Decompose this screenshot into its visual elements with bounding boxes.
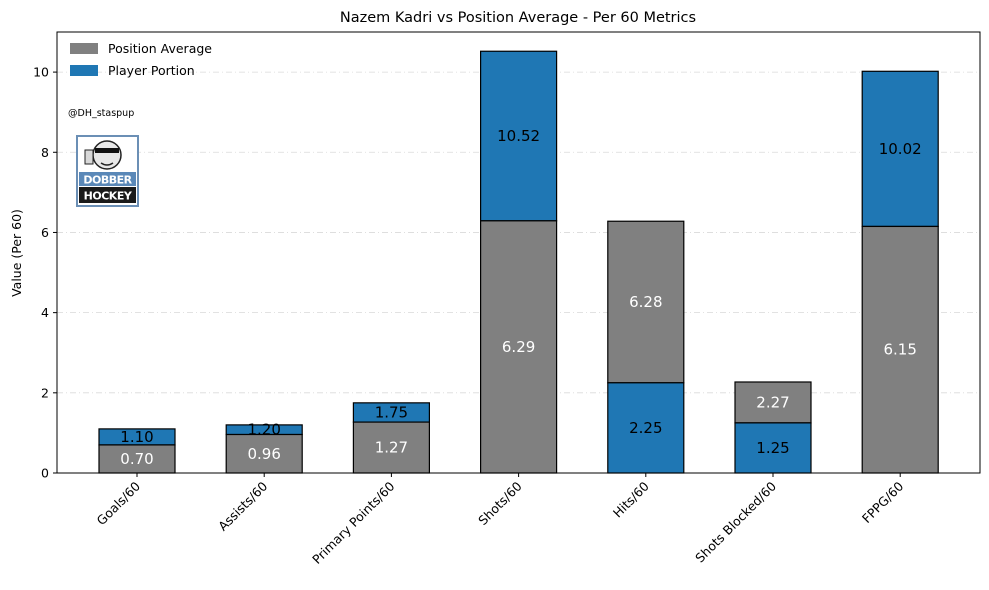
bar-position-average-2 (352, 421, 430, 474)
svg-text:DOBBER: DOBBER (83, 174, 132, 187)
x-tick-label: FPPG/60 (859, 478, 906, 525)
bars (98, 50, 939, 474)
x-axis: Goals/60 Assists/60 Primary Points/60 Shots… (94, 473, 906, 567)
bar-player-portion-4 (607, 382, 685, 474)
bar-player-portion-3 (480, 50, 558, 222)
data-label-position-average: 1.27 (375, 439, 408, 457)
legend-swatch-position-average (70, 43, 98, 54)
data-label-player: 10.02 (879, 140, 922, 158)
bar-position-average-0 (98, 444, 176, 474)
bar-position-average-1 (225, 433, 303, 474)
x-tick-label: Shots Blocked/60 (692, 478, 779, 565)
data-label-position-average: 6.15 (883, 341, 916, 359)
x-tick-label: Hits/60 (610, 478, 652, 520)
grid-lines (57, 71, 980, 394)
y-tick-label: 8 (41, 145, 49, 160)
y-tick-label: 10 (33, 65, 49, 80)
legend-label-player-portion: Player Portion (108, 63, 195, 78)
data-label-position-average: 0.70 (120, 450, 153, 468)
bar-position-average-4 (607, 220, 685, 384)
data-label-position-average: 6.29 (502, 338, 535, 356)
data-label-position-average: 6.28 (629, 293, 662, 311)
y-tick-label: 2 (41, 385, 49, 400)
x-tick-label: Goals/60 (94, 478, 144, 528)
data-label-player: 1.75 (375, 403, 408, 421)
bar-labels: 0.70 1.10 0.96 1.20 1.27 1.75 6.29 10.52 6.28 2.2… (120, 127, 921, 468)
data-label-player: 1.25 (756, 439, 789, 457)
legend-label-position-average: Position Average (108, 41, 212, 56)
data-label-position-average: 0.96 (247, 445, 280, 463)
data-label-player: 1.20 (247, 421, 280, 439)
data-label-player: 1.10 (120, 428, 153, 446)
legend: Position Average Player Portion (70, 41, 212, 78)
y-tick-label: 4 (41, 305, 49, 320)
bar-position-average-5 (734, 381, 812, 424)
bar-position-average-3 (480, 220, 558, 474)
legend-swatch-player-portion (70, 65, 98, 76)
y-tick-label: 0 (41, 466, 49, 481)
bar-position-average-6 (861, 225, 939, 474)
svg-text:HOCKEY: HOCKEY (84, 190, 133, 203)
x-tick-label: Assists/60 (215, 478, 270, 533)
x-tick-label: Shots/60 (475, 478, 525, 528)
y-axis: 0 2 4 6 8 10 (33, 65, 57, 481)
data-label-position-average: 2.27 (756, 393, 789, 411)
watermark-handle: @DH_staspup (68, 108, 134, 119)
y-tick-label: 6 (41, 225, 49, 240)
x-tick-label: Primary Points/60 (309, 478, 397, 566)
bar-player-portion-5 (734, 422, 812, 474)
data-label-player: 10.52 (497, 127, 540, 145)
chart-title: Nazem Kadri vs Position Average - Per 60… (340, 10, 696, 26)
dobber-hockey-logo: DOBBER HOCKEY (76, 135, 139, 207)
y-axis-label: Value (Per 60) (9, 209, 24, 297)
bar-player-portion-6 (861, 70, 939, 228)
data-label-player: 2.25 (629, 419, 662, 437)
